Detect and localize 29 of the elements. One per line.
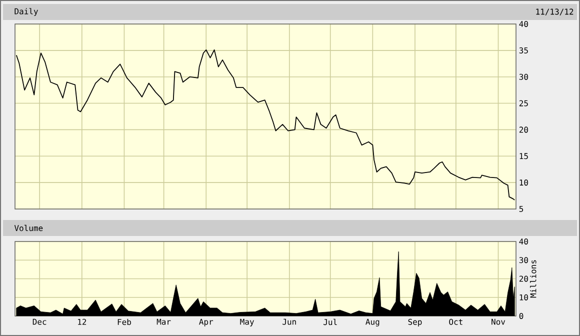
chart-title: Volume [14,224,43,232]
x-tick-label: Aug [366,318,380,326]
x-tick-label: Nov [492,318,506,325]
x-tick-label: Apr [199,318,214,326]
x-tick-label: Dec [32,318,46,325]
y-tick-label: 0 [519,312,524,320]
y-tick-label: 20 [519,276,528,282]
y-axis-title: Millions [530,260,536,298]
chart-title: Daily [14,8,38,16]
x-tick-label: Jul [324,318,337,326]
x-tick-label: May [240,318,254,326]
text: 11/13/12 [536,8,574,16]
x-tick-label: Mar [156,318,171,325]
x-tick-label: 12 [78,318,86,325]
y-tick-label: 40 [519,20,528,28]
x-tick-label: Sep [408,318,422,326]
x-tick-label: Feb [118,318,131,326]
y-tick-label: 25 [519,100,528,106]
x-tick-label: Oct [449,318,462,325]
y-tick-label: 35 [519,47,528,54]
x-tick-label: Jun [282,318,296,325]
y-tick-label: 5 [519,206,524,212]
y-tick-label: 20 [519,126,528,133]
y-tick-label: 30 [519,74,528,80]
y-tick-label: 10 [520,294,528,300]
y-tick-label: 40 [519,238,528,245]
y-tick-label: 10 [520,180,528,186]
y-tick-label: 15 [520,153,528,160]
y-tick-label: 30 [519,257,528,264]
